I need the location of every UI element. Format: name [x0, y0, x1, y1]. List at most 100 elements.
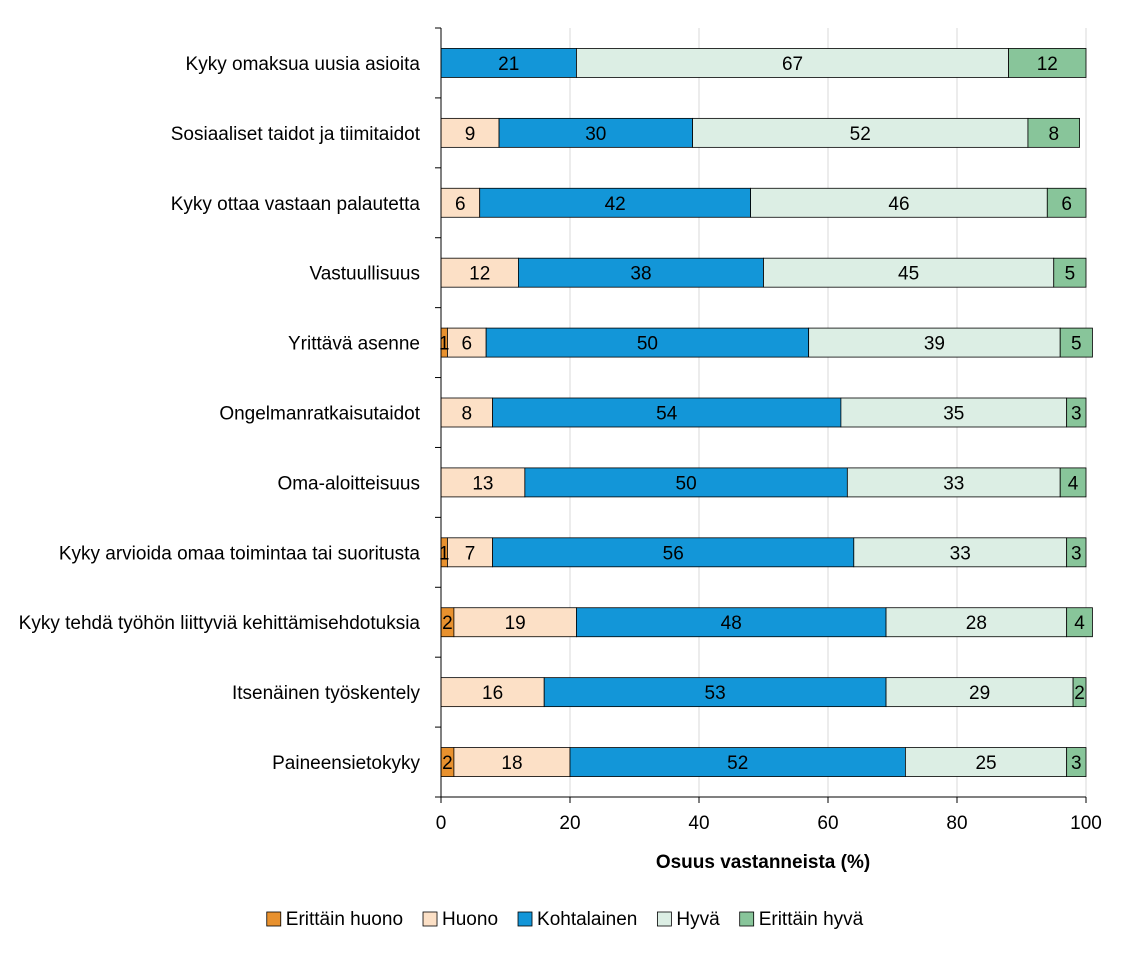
- legend: Erittäin huono Huono Kohtalainen Hyvä Erittä…: [266, 909, 864, 930]
- data-label: 67: [782, 54, 803, 75]
- data-label: 16: [482, 683, 503, 704]
- bar-segment: [576, 48, 1010, 78]
- data-label: 48: [721, 613, 742, 634]
- data-label: 29: [969, 683, 990, 704]
- data-label: 3: [1071, 543, 1082, 564]
- legend-label: Erittäin hyvä: [759, 909, 864, 930]
- legend-label: Huono: [442, 909, 498, 930]
- legend-swatch: [422, 911, 438, 927]
- data-label: 50: [676, 473, 697, 494]
- data-label: 4: [1068, 473, 1079, 494]
- bars: [440, 48, 1093, 777]
- data-label: 2: [1074, 683, 1085, 704]
- data-label: 13: [472, 473, 493, 494]
- data-label: 8: [1048, 124, 1059, 145]
- bar-segment: [447, 327, 487, 358]
- bar-segment: [479, 187, 752, 218]
- bar-segment: [492, 397, 842, 428]
- data-label: 38: [630, 264, 651, 285]
- data-label: 50: [637, 334, 658, 355]
- data-label: 30: [585, 124, 606, 145]
- category-label: Kyky omaksua uusia asioita: [186, 54, 421, 75]
- bar-segment: [447, 537, 494, 568]
- bar-segment: [1066, 747, 1087, 777]
- data-label: 19: [505, 613, 526, 634]
- data-label: 56: [663, 543, 684, 564]
- bar-segment: [576, 607, 887, 638]
- data-label: 12: [469, 264, 490, 285]
- data-label: 52: [850, 124, 871, 145]
- bar-segment: [885, 607, 1068, 638]
- category-label: Kyky arvioida omaa toimintaa tai suoritu…: [59, 543, 421, 564]
- category-label: Vastuullisuus: [309, 264, 420, 285]
- bar-segment: [440, 48, 577, 78]
- data-label: 25: [975, 753, 996, 774]
- data-label: 53: [705, 683, 726, 704]
- bar-segment: [840, 397, 1068, 428]
- category-label: Itsenäinen työskentely: [232, 683, 421, 704]
- data-label: 18: [501, 753, 522, 774]
- data-label: 6: [1061, 194, 1072, 215]
- bar-segment: [1059, 327, 1093, 358]
- bar-segment: [492, 537, 855, 568]
- data-label: 28: [966, 613, 987, 634]
- x-tick-label: 60: [817, 813, 838, 834]
- x-tick-label: 20: [559, 813, 580, 834]
- category-labels: Kyky omaksua uusia asioita Sosiaaliset ta…: [19, 54, 421, 774]
- bar-segment: [518, 257, 764, 288]
- x-tick-label: 80: [946, 813, 967, 834]
- legend-swatch: [656, 911, 672, 927]
- data-label: 3: [1071, 404, 1082, 425]
- bar-segment: [543, 677, 887, 708]
- bar-segment: [485, 327, 810, 358]
- data-label: 1: [439, 334, 450, 355]
- bar-segment: [1046, 187, 1087, 218]
- data-label: 42: [605, 194, 626, 215]
- bar-segment: [440, 677, 545, 708]
- data-label: 6: [462, 334, 473, 355]
- category-label: Paineensietokyky: [272, 753, 420, 774]
- bar-segment: [846, 467, 1061, 498]
- bar-segment: [440, 397, 493, 428]
- data-label: 52: [727, 753, 748, 774]
- data-label: 3: [1071, 753, 1082, 774]
- data-label: 21: [498, 54, 519, 75]
- legend-label: Hyvä: [676, 909, 720, 930]
- category-label: Sosiaaliset taidot ja tiimitaidot: [171, 124, 421, 145]
- bar-segment: [1066, 607, 1093, 638]
- data-label: 6: [455, 194, 466, 215]
- x-tick-label: 0: [436, 813, 447, 834]
- data-label: 35: [943, 404, 964, 425]
- bar-segment: [808, 327, 1061, 358]
- bar-segment: [1072, 677, 1087, 708]
- bar-segment: [1053, 257, 1087, 288]
- data-label: 2: [442, 613, 453, 634]
- bar-segment: [1066, 397, 1087, 428]
- data-label: 5: [1065, 264, 1076, 285]
- bar-segment: [453, 607, 577, 638]
- legend-label: Kohtalainen: [537, 909, 637, 930]
- data-label: 8: [462, 404, 473, 425]
- legend-label: Erittäin huono: [286, 909, 403, 930]
- bar-segment: [569, 747, 906, 777]
- data-labels: 21 67 129 30 52 86 42 46 612 38 45 51 6 50 39 58 54 35 313…: [439, 54, 1085, 774]
- data-label: 45: [898, 264, 919, 285]
- data-label: 9: [465, 124, 476, 145]
- data-label: 5: [1071, 334, 1082, 355]
- category-label: Yrittävä asenne: [288, 334, 420, 355]
- category-label: Kyky tehdä työhön liittyviä kehittämiseh…: [19, 613, 421, 634]
- legend-swatch: [517, 911, 533, 927]
- data-label: 46: [888, 194, 909, 215]
- data-label: 12: [1037, 54, 1058, 75]
- data-label: 33: [950, 543, 971, 564]
- data-label: 39: [924, 334, 945, 355]
- legend-swatch: [266, 911, 282, 927]
- data-label: 4: [1074, 613, 1085, 634]
- bar-segment: [1059, 467, 1087, 498]
- bar-segment: [524, 467, 848, 498]
- x-tick-label: 40: [688, 813, 709, 834]
- bar-segment: [498, 117, 693, 148]
- x-axis-title: Osuus vastanneista (%): [656, 852, 870, 873]
